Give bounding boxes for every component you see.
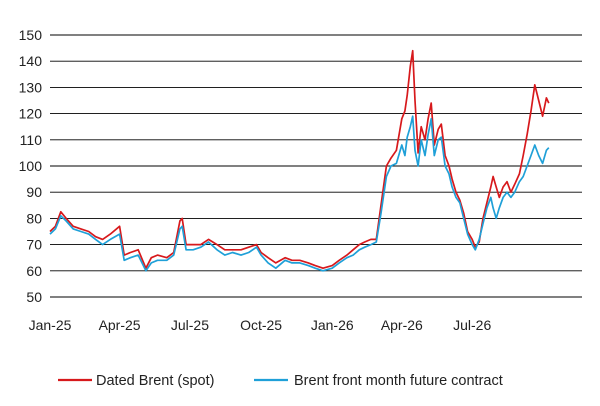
y-tick-label-80: 80	[26, 210, 42, 226]
y-tick-label-120: 120	[19, 106, 43, 122]
series-line-1	[49, 115, 550, 272]
x-tick-label-Apr-26: Apr-26	[381, 317, 423, 333]
y-tick-label-130: 130	[19, 79, 43, 95]
series-lines	[49, 49, 550, 272]
legend: Dated Brent (spot) Brent front month futu…	[58, 373, 503, 389]
y-tick-label-140: 140	[19, 53, 43, 69]
x-tick-label-Jan-26: Jan-26	[311, 317, 354, 333]
x-axis-tick-labels: Jan-25 Apr-25 Jul-25 Oct-25 Jan-26 Apr-26 Jul-…	[29, 317, 492, 333]
x-tick-label-Jul-26: Jul-26	[453, 317, 491, 333]
y-tick-label-70: 70	[26, 237, 42, 253]
y-tick-label-110: 110	[20, 132, 43, 148]
y-tick-label-90: 90	[26, 184, 42, 200]
legend-label-1: Brent front month future contract	[294, 373, 503, 389]
y-tick-label-60: 60	[26, 263, 42, 279]
x-tick-label-Oct-25: Oct-25	[240, 317, 282, 333]
legend-label-0: Dated Brent (spot)	[96, 373, 214, 389]
y-tick-label-150: 150	[19, 27, 43, 43]
x-tick-label-Jan-25: Jan-25	[29, 317, 72, 333]
x-tick-label-Jul-25: Jul-25	[171, 317, 209, 333]
gridlines	[50, 34, 582, 298]
y-tick-label-100: 100	[19, 158, 43, 174]
y-axis-tick-labels: 50 60 70 80 90 100 110 120 130 140 150	[19, 27, 43, 305]
y-tick-label-50: 50	[26, 289, 42, 305]
x-tick-label-Apr-25: Apr-25	[99, 317, 141, 333]
